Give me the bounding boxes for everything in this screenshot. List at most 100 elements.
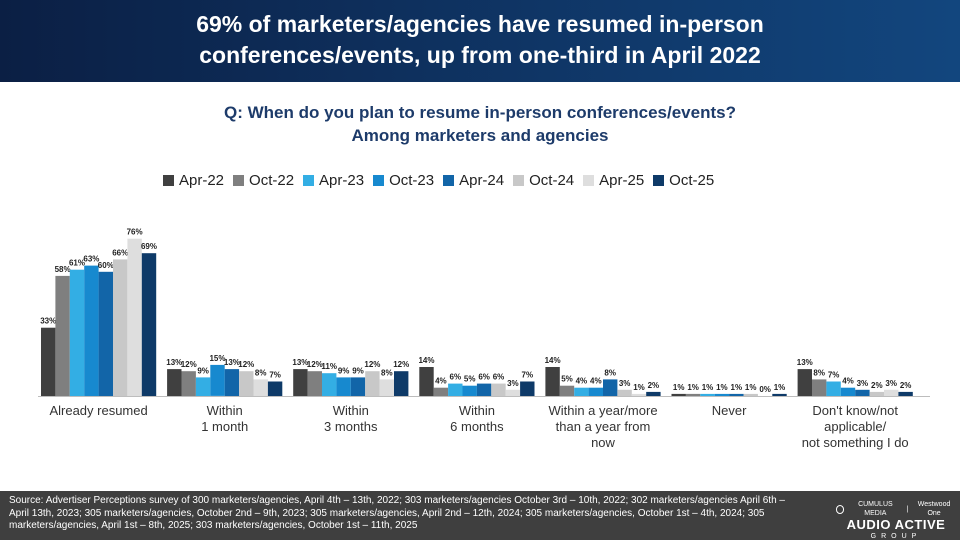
legend-swatch: [303, 174, 315, 186]
data-label: 4%: [842, 377, 854, 386]
data-label: 8%: [255, 368, 267, 377]
legend-item: Oct-22: [233, 172, 294, 189]
data-label: 6%: [493, 373, 505, 382]
cumulus-logo-icon: [836, 504, 845, 514]
bar: [545, 367, 560, 396]
legend-item: Oct-25: [653, 172, 714, 189]
legend-swatch: [583, 174, 595, 186]
data-label: 1%: [687, 383, 699, 392]
data-label: 66%: [112, 248, 128, 257]
bar: [167, 369, 182, 396]
bar: [671, 393, 686, 396]
data-label: 2%: [871, 381, 883, 390]
legend-swatch: [513, 174, 525, 186]
data-label: 69%: [141, 242, 157, 251]
category-label: Within 1 month: [201, 403, 248, 434]
legend-item: Apr-24: [443, 172, 504, 189]
bar: [98, 271, 113, 396]
data-label: 7%: [522, 371, 534, 380]
bar: [505, 389, 521, 396]
data-label: 1%: [745, 383, 757, 392]
brand-separator: |: [906, 505, 909, 513]
data-label: 61%: [69, 259, 85, 268]
brand-main: AUDIO ACTIVE: [846, 517, 946, 532]
bar: [631, 393, 647, 396]
legend-item: Apr-25: [583, 172, 644, 189]
bar: [646, 391, 661, 396]
brand-group: GROUP: [870, 533, 922, 540]
bar: [239, 371, 254, 396]
bar: [210, 364, 225, 396]
data-label: 33%: [40, 317, 56, 326]
legend-swatch: [443, 174, 455, 186]
footer-bar: Source: Advertiser Perceptions survey of…: [0, 491, 960, 540]
data-label: 12%: [307, 360, 323, 369]
data-label: 14%: [545, 356, 561, 365]
category-label: Within 3 months: [324, 403, 378, 434]
brand-westwood: Westwood One: [917, 501, 951, 517]
bar: [617, 389, 632, 396]
title-banner: 69% of marketers/agencies have resumed i…: [0, 0, 960, 82]
data-label: 2%: [648, 381, 660, 390]
bar: [448, 383, 463, 396]
data-label: 1%: [774, 383, 786, 392]
data-label: 14%: [418, 356, 434, 365]
category-label: Within 6 months: [450, 403, 504, 434]
brand-logo: CUMULUS MEDIA | Westwood One AUDIO ACTIV…: [836, 500, 956, 541]
question-line-1: Q: When do you plan to resume in-person …: [224, 103, 736, 122]
bar: [559, 385, 575, 396]
data-label: 58%: [55, 265, 71, 274]
data-label: 12%: [238, 360, 254, 369]
legend-item: Apr-23: [303, 172, 364, 189]
data-label: 13%: [166, 358, 182, 367]
title-line-1: 69% of marketers/agencies have resumed i…: [196, 11, 764, 37]
data-label: 8%: [604, 368, 616, 377]
legend-label: Oct-22: [249, 171, 295, 189]
title-line-2: conferences/events, up from one-third in…: [199, 42, 761, 68]
bar: [884, 389, 899, 396]
bar: [365, 371, 380, 396]
data-label: 4%: [590, 377, 602, 386]
bar: [700, 393, 715, 396]
category-label: Within a year/more than a year from now: [548, 403, 657, 450]
category-label: Already resumed: [49, 403, 147, 418]
legend-label: Apr-25: [599, 171, 645, 189]
bar: [379, 379, 394, 396]
legend-item: Oct-24: [513, 172, 574, 189]
bar: [336, 377, 351, 396]
bar: [772, 393, 787, 396]
legend-item: Oct-23: [373, 172, 434, 189]
data-label: 3%: [619, 379, 631, 388]
data-label: 3%: [507, 379, 519, 388]
bar-chart: 33% 58%61%63%60% 66% 76% 69% Already resumed 1…: [38, 228, 930, 450]
data-label: 4%: [435, 377, 447, 386]
bar: [195, 377, 211, 396]
data-label: 12%: [393, 360, 409, 369]
data-label: 12%: [181, 360, 197, 369]
legend-swatch: [163, 174, 174, 186]
data-label: 1%: [673, 383, 685, 392]
question-line-2: Among marketers and agencies: [351, 126, 609, 145]
bar: [855, 389, 870, 396]
bar: [729, 393, 744, 396]
bar: [127, 238, 142, 396]
bar: [433, 387, 449, 396]
legend-item: Apr-22: [163, 172, 224, 189]
bar: [253, 379, 268, 396]
bar: [419, 367, 434, 396]
bar: [41, 327, 56, 396]
bar: [812, 379, 827, 396]
legend-label: Oct-25: [669, 171, 715, 189]
bar: [113, 259, 128, 396]
data-label: 3%: [857, 379, 869, 388]
data-label: 9%: [197, 366, 209, 375]
legend-swatch: [653, 174, 665, 186]
bar: [84, 265, 99, 396]
data-label: 5%: [464, 375, 476, 384]
data-label: 60%: [98, 261, 114, 270]
legend-label: Oct-23: [389, 171, 435, 189]
data-label: 5%: [561, 375, 573, 384]
data-label: 11%: [321, 362, 337, 371]
bar: [826, 381, 841, 396]
data-label: 15%: [209, 354, 225, 363]
